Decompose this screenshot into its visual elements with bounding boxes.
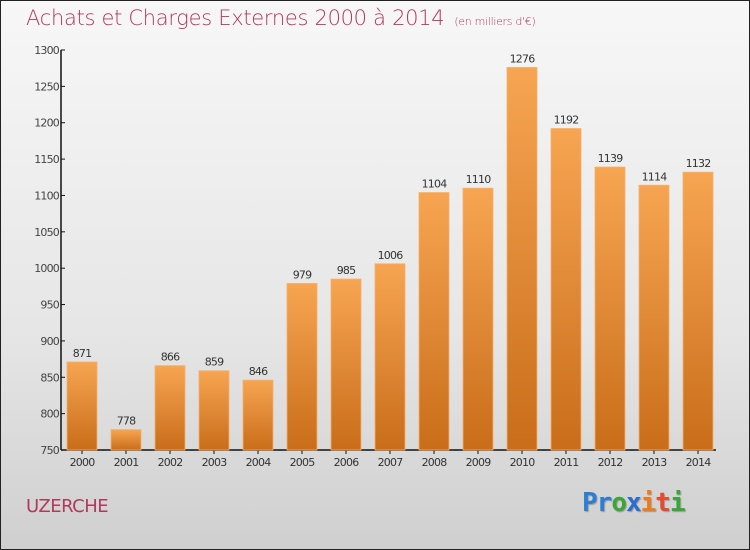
logo-letter: P: [582, 488, 598, 518]
bar-2001: [110, 429, 142, 451]
bar-2014: [682, 171, 714, 451]
x-tick-label-2002: 2002: [158, 456, 183, 469]
bar-2006: [330, 278, 362, 451]
x-tick-label-2007: 2007: [378, 456, 404, 469]
title-text: Achats et Charges Externes 2000 à 2014: [26, 6, 445, 30]
x-tick-label-2012: 2012: [598, 456, 623, 469]
bar-2003: [198, 370, 230, 451]
logo-letter: r: [596, 488, 613, 518]
data-label-2002: 866: [161, 351, 180, 364]
x-tick-label-2010: 2010: [510, 456, 536, 469]
data-label-2004: 846: [249, 365, 268, 378]
proxiti-logo[interactable]: Proxiti: [582, 488, 686, 518]
bar-2004: [242, 379, 274, 451]
chart-title: Achats et Charges Externes 2000 à 2014 (e…: [26, 6, 536, 30]
y-tick-label: 1250: [34, 80, 60, 93]
data-label-2010: 1276: [510, 52, 536, 65]
data-label-2009: 1110: [466, 173, 492, 186]
bar-2007: [374, 263, 406, 451]
bar-2005: [286, 283, 318, 451]
logo-letter: t: [655, 488, 671, 518]
y-tick-label: 750: [40, 444, 59, 457]
bar-2013: [638, 184, 670, 451]
bar-2002: [154, 365, 186, 451]
bar-2010: [506, 67, 538, 451]
x-tick-label-2011: 2011: [554, 456, 579, 469]
x-tick-label-2008: 2008: [422, 456, 448, 469]
bar-2000: [66, 361, 98, 451]
data-label-2001: 778: [117, 415, 136, 428]
logo-letter: x: [625, 488, 642, 518]
data-label-2007: 1006: [378, 249, 404, 262]
y-tick-label: 800: [40, 408, 59, 421]
data-label-2005: 979: [293, 268, 312, 281]
data-label-2014: 1132: [686, 157, 711, 170]
bar-2008: [418, 192, 450, 451]
x-tick-label-2001: 2001: [114, 456, 139, 469]
data-label-2008: 1104: [422, 178, 448, 191]
data-label-2011: 1192: [554, 114, 579, 127]
y-tick-label: 1300: [34, 44, 60, 57]
y-tick-label: 1050: [34, 226, 60, 239]
data-label-2006: 985: [337, 264, 356, 277]
y-tick-label: 1100: [34, 189, 60, 202]
y-tick-label: 1200: [34, 117, 60, 130]
data-label-2003: 859: [205, 356, 224, 369]
data-label-2013: 1114: [642, 170, 668, 183]
logo-letter: i: [640, 488, 657, 518]
city-name: UZERCHE: [26, 496, 109, 517]
x-tick-label-2006: 2006: [334, 456, 360, 469]
x-tick-label-2014: 2014: [686, 456, 712, 469]
bar-2011: [550, 128, 582, 451]
y-tick-label: 900: [40, 335, 59, 348]
x-tick-label-2004: 2004: [246, 456, 272, 469]
x-tick-label-2000: 2000: [70, 456, 96, 469]
x-tick-label-2005: 2005: [290, 456, 316, 469]
y-tick-label: 850: [40, 371, 59, 384]
y-tick-label: 1000: [34, 262, 60, 275]
data-label-2000: 871: [73, 347, 92, 360]
bar-2012: [594, 166, 626, 451]
y-tick-label: 1150: [34, 153, 60, 166]
x-tick-label-2013: 2013: [642, 456, 668, 469]
logo-letter: i: [669, 488, 686, 518]
logo-letter: o: [611, 488, 627, 518]
data-label-2012: 1139: [598, 152, 624, 165]
bar-2009: [462, 187, 494, 451]
title-unit: (en milliers d'€): [454, 15, 536, 28]
x-tick-label-2003: 2003: [202, 456, 228, 469]
y-tick-label: 950: [40, 299, 59, 312]
x-tick-label-2009: 2009: [466, 456, 492, 469]
